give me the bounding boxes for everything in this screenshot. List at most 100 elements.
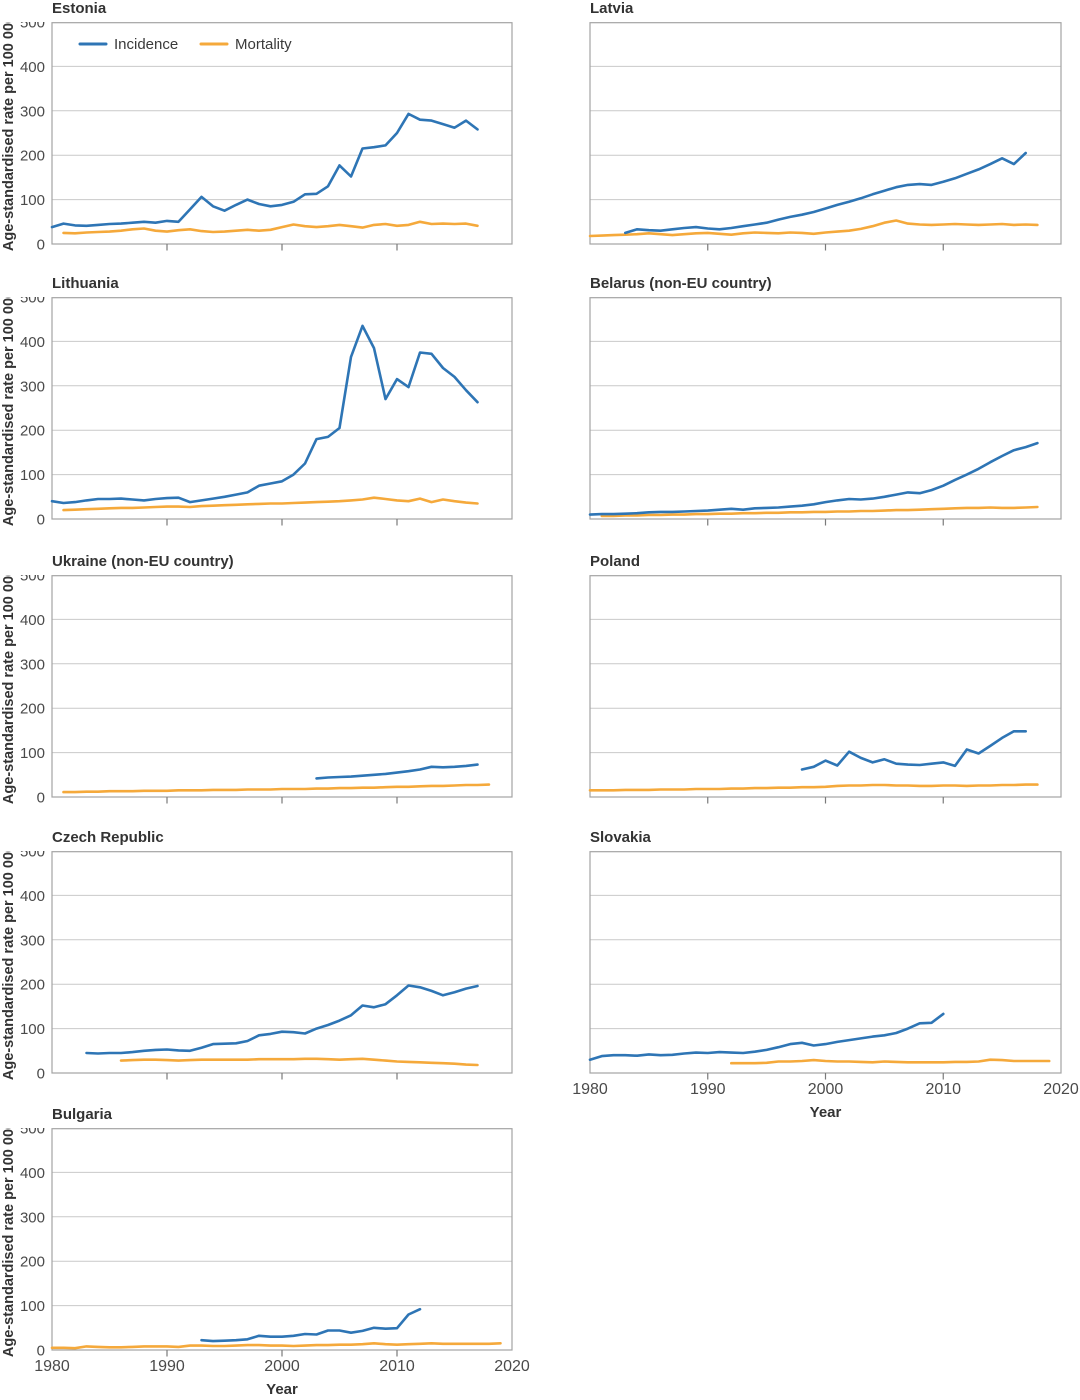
x-tick-label-1990: 1990 — [690, 1081, 726, 1098]
y-axis-title: Age-standardised rate per 100 000 — [1, 297, 17, 526]
chart-latvia — [588, 22, 1062, 251]
chart-slovakia: 1980 1990 2000 2010 2020 Year — [572, 851, 1079, 1121]
chart-poland — [588, 575, 1062, 804]
x-tick-label-2020: 2020 — [494, 1358, 530, 1375]
bulgaria-incidence-line — [200, 1307, 422, 1343]
estonia-mortality-line — [62, 220, 479, 235]
y-tick-label-300: 300 — [20, 1209, 45, 1226]
panel-title-poland: Poland — [590, 553, 641, 570]
y-tick-label-0: 0 — [37, 237, 45, 254]
lithuania-mortality-line — [62, 496, 479, 512]
y-tick-label-400: 400 — [20, 888, 45, 905]
belarus-non-eu-country-incidence-line — [588, 441, 1039, 516]
panel-title-czech-republic: Czech Republic — [52, 829, 164, 846]
plot-border — [589, 297, 1062, 520]
y-tick-label-200: 200 — [20, 1254, 45, 1271]
x-axis-title: Year — [266, 1381, 298, 1398]
y-tick-label-300: 300 — [20, 103, 45, 120]
x-tick-label-1980: 1980 — [34, 1358, 70, 1375]
panel-title-latvia: Latvia — [590, 0, 634, 17]
plot-border — [589, 851, 1062, 1074]
y-tick-label-400: 400 — [20, 59, 45, 76]
y-tick-label-100: 100 — [20, 745, 45, 762]
panel-belarus-non-eu-country: Belarus (non-EU country) — [540, 275, 1080, 571]
latvia-mortality-line — [588, 219, 1039, 238]
x-tick-label-1990: 1990 — [149, 1358, 185, 1375]
y-tick-label-0: 0 — [37, 1066, 45, 1083]
y-tick-label-200: 200 — [20, 423, 45, 440]
plot-border — [589, 575, 1062, 798]
panel-slovakia: Slovakia 1980 1990 2000 2010 2020 Year — [540, 829, 1080, 1125]
y-tick-label-0: 0 — [37, 790, 45, 807]
y-axis-title: Age-standardised rate per 100 000 — [1, 851, 17, 1080]
plot-border — [51, 575, 513, 798]
y-tick-label-500: 500 — [20, 22, 45, 32]
panel-bulgaria: Bulgaria 0 100 200 300 400 500 Age-standardised… — [0, 1106, 540, 1400]
y-tick-label-400: 400 — [20, 612, 45, 629]
y-tick-label-300: 300 — [20, 378, 45, 395]
lithuania-incidence-line — [50, 324, 479, 505]
panel-poland: Poland — [540, 553, 1080, 849]
czech-republic-incidence-line — [85, 984, 479, 1055]
y-tick-label-100: 100 — [20, 192, 45, 209]
panel-title-estonia: Estonia — [52, 0, 107, 17]
ukraine-non-eu-country-mortality-line — [62, 783, 491, 794]
y-tick-label-500: 500 — [20, 851, 45, 861]
slovakia-mortality-line — [730, 1058, 1051, 1065]
x-tick-label-2020: 2020 — [1043, 1081, 1079, 1098]
panel-estonia: Estonia 0 100 200 300 400 500 Age-standardised … — [0, 0, 540, 296]
y-tick-label-400: 400 — [20, 334, 45, 351]
poland-incidence-line — [800, 730, 1028, 771]
y-tick-label-500: 500 — [20, 575, 45, 585]
y-tick-label-100: 100 — [20, 1298, 45, 1315]
plot-border — [51, 22, 513, 245]
y-tick-label-200: 200 — [20, 977, 45, 994]
y-tick-label-500: 500 — [20, 1128, 45, 1138]
plot-border — [589, 22, 1062, 245]
y-axis-title: Age-standardised rate per 100 000 — [1, 1128, 17, 1357]
x-tick-label-2000: 2000 — [264, 1358, 300, 1375]
y-tick-label-500: 500 — [20, 297, 45, 307]
legend-label-mortality: Mortality — [235, 36, 292, 53]
panel-lithuania: Lithuania 0 100 200 300 400 500 Age-standardise… — [0, 275, 540, 571]
panel-title-bulgaria: Bulgaria — [52, 1106, 113, 1123]
panel-title-slovakia: Slovakia — [590, 829, 651, 846]
slovakia-incidence-line — [588, 1012, 945, 1061]
latvia-incidence-line — [624, 151, 1028, 235]
panel-title-belarus-non-eu-country: Belarus (non-EU country) — [590, 275, 772, 292]
x-tick-label-2000: 2000 — [808, 1081, 844, 1098]
y-tick-label-300: 300 — [20, 656, 45, 673]
y-tick-label-100: 100 — [20, 1021, 45, 1038]
panel-czech-republic: Czech Republic 0 100 200 300 400 500 Age-standa… — [0, 829, 540, 1125]
y-axis-title: Age-standardised rate per 100 000 — [1, 22, 17, 251]
plot-border — [51, 1128, 513, 1351]
poland-mortality-line — [588, 783, 1039, 792]
panel-title-ukraine-non-eu-country: Ukraine (non-EU country) — [52, 553, 234, 570]
belarus-non-eu-country-mortality-line — [600, 505, 1039, 518]
x-axis-title: Year — [810, 1104, 842, 1121]
ukraine-non-eu-country-incidence-line — [315, 763, 479, 780]
plot-border — [51, 851, 513, 1074]
x-tick-label-1980: 1980 — [572, 1081, 608, 1098]
legend-label-incidence: Incidence — [114, 36, 178, 53]
y-tick-label-100: 100 — [20, 467, 45, 484]
y-tick-label-0: 0 — [37, 512, 45, 529]
y-tick-label-300: 300 — [20, 932, 45, 949]
x-tick-label-2010: 2010 — [925, 1081, 961, 1098]
chart-belarus-non-eu-country — [588, 297, 1062, 526]
y-tick-label-0: 0 — [37, 1343, 45, 1360]
panel-latvia: Latvia — [540, 0, 1080, 296]
x-tick-label-2010: 2010 — [379, 1358, 415, 1375]
panel-title-lithuania: Lithuania — [52, 275, 119, 292]
y-tick-label-400: 400 — [20, 1165, 45, 1182]
plot-border — [51, 297, 513, 520]
estonia-incidence-line — [50, 112, 479, 229]
y-tick-label-200: 200 — [20, 148, 45, 165]
panel-ukraine-non-eu-country: Ukraine (non-EU country) 0 100 200 300 400 500… — [0, 553, 540, 849]
